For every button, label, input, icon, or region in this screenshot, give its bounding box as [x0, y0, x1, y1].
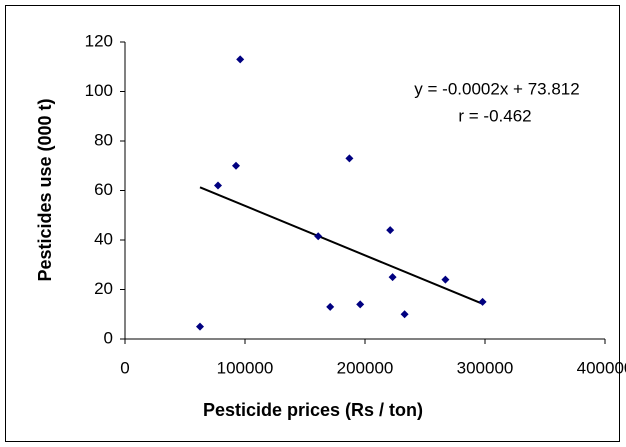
point [314, 232, 323, 241]
point [388, 273, 397, 282]
trendline [199, 186, 483, 305]
point [356, 300, 365, 309]
point [345, 154, 354, 163]
y-tick-label: 0 [104, 328, 113, 347]
x-tick-label: 300000 [457, 358, 514, 377]
equation: y = -0.0002x + 73.812 [414, 79, 579, 98]
point [236, 55, 245, 64]
x-tick-label: 400000 [577, 358, 626, 377]
x-axis-title: Pesticide prices (Rs / ton) [203, 400, 423, 420]
y-tick-label: 100 [85, 81, 113, 100]
x-tick-label: 200000 [337, 358, 394, 377]
y-tick-label: 80 [94, 130, 113, 149]
point [386, 226, 395, 235]
chart-border [5, 5, 620, 442]
point [214, 181, 222, 190]
y-tick-label: 120 [85, 31, 113, 50]
y-tick-label: 60 [94, 180, 113, 199]
point [326, 302, 335, 311]
point [441, 275, 450, 284]
point [400, 310, 409, 319]
y-tick-label: 20 [94, 279, 113, 298]
point [478, 297, 487, 306]
x-tick-label: 100000 [217, 358, 274, 377]
y-tick-label: 40 [94, 229, 113, 248]
point [232, 161, 240, 170]
y-axis-title: Pesticides use (000 t) [35, 98, 55, 281]
x-tick-label: 0 [120, 358, 129, 377]
correlation: r = -0.462 [458, 106, 531, 125]
point [196, 322, 204, 331]
